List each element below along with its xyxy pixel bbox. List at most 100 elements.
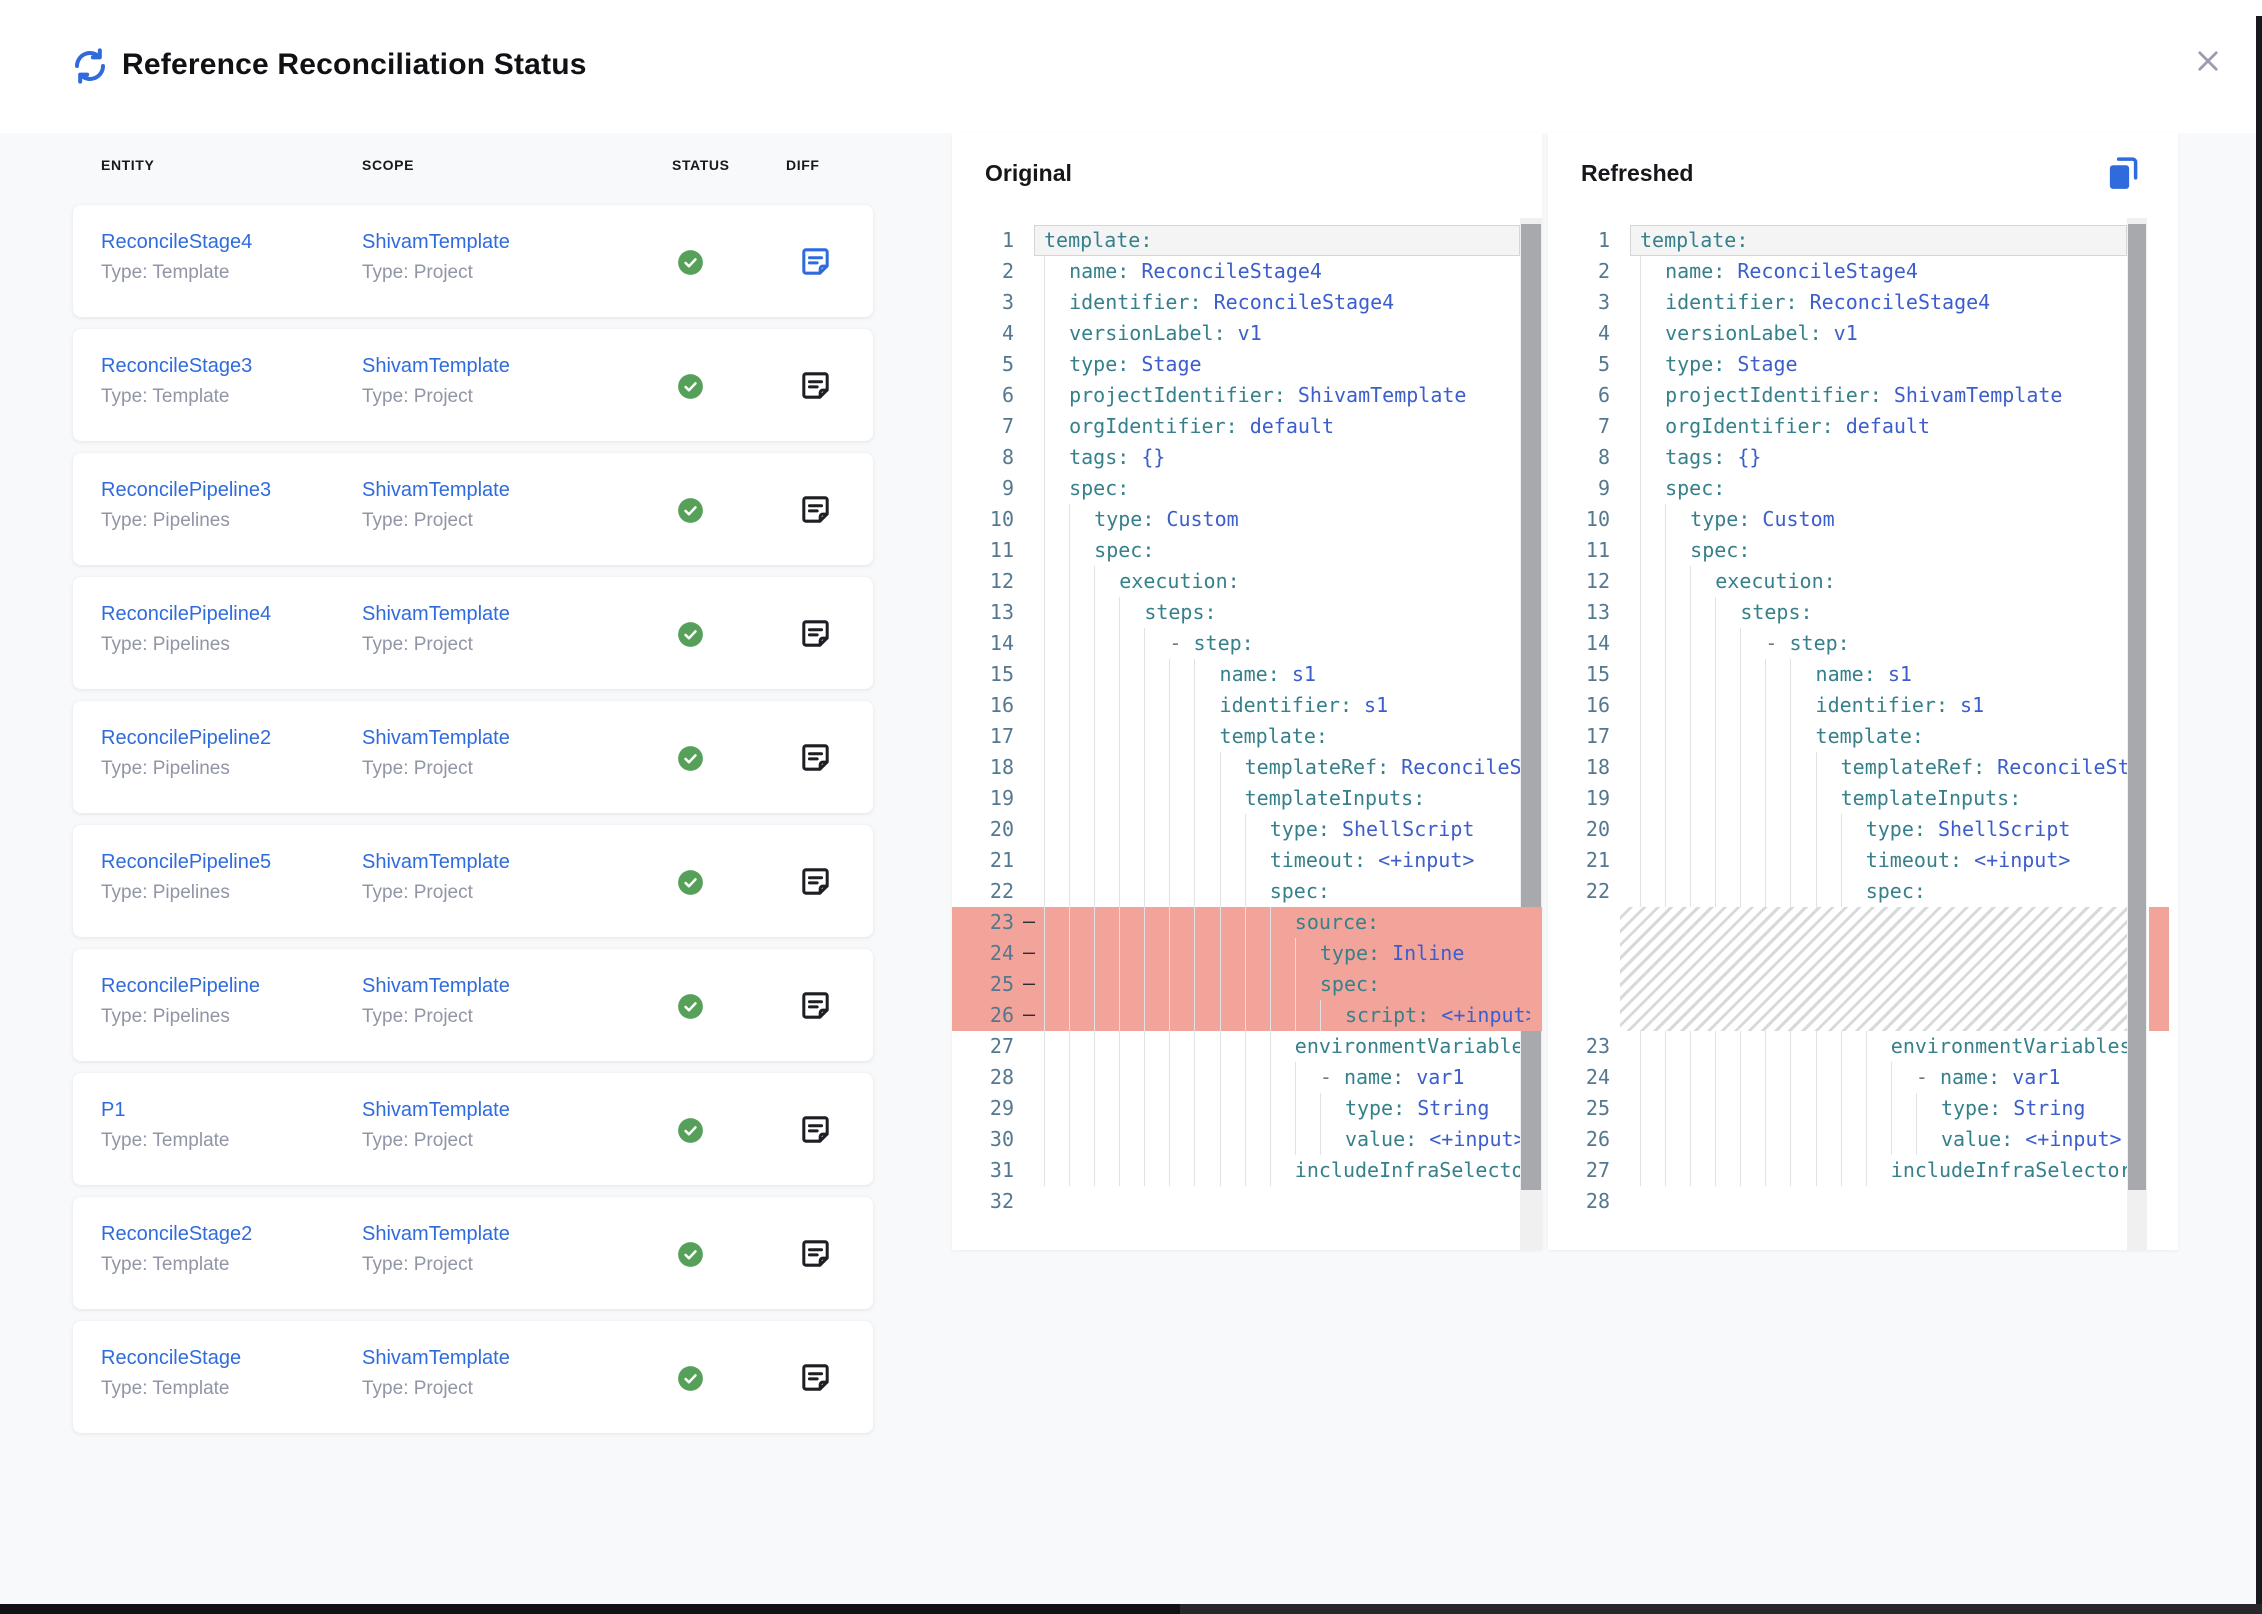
code-line: 9 spec:: [952, 473, 1542, 504]
code-line: 5 type: Stage: [952, 349, 1542, 380]
scope-type: Type: Project: [362, 1130, 473, 1151]
line-number: 20: [1585, 817, 1610, 841]
copy-button[interactable]: [2102, 153, 2144, 195]
diff-button[interactable]: [799, 493, 832, 526]
scope-type: Type: Project: [362, 882, 473, 903]
close-button[interactable]: [2180, 34, 2236, 90]
reconciliation-table: ReconcileStage4 Type: Template ShivamTem…: [73, 205, 873, 1445]
line-number: 22: [989, 879, 1014, 903]
line-number: 25: [1585, 1096, 1610, 1120]
diff-button[interactable]: [799, 1113, 832, 1146]
scope-link[interactable]: ShivamTemplate: [362, 727, 510, 749]
entity-link[interactable]: ReconcileStage: [101, 1347, 242, 1369]
table-row: ReconcilePipeline4 Type: Pipelines Shiva…: [73, 577, 873, 689]
entity-type: Type: Pipelines: [101, 634, 230, 655]
line-number: 15: [989, 662, 1014, 686]
scope-type: Type: Project: [362, 634, 473, 655]
line-number: 28: [989, 1065, 1014, 1089]
column-header-diff: DIFF: [786, 157, 820, 173]
code-line: 15 name: s1: [952, 659, 1542, 690]
entity-type: Type: Template: [101, 386, 230, 407]
copy-icon: [2102, 157, 2144, 198]
status-success-icon: [677, 1365, 704, 1392]
diff-button[interactable]: [799, 369, 832, 402]
diff-button[interactable]: [799, 865, 832, 898]
scope-link[interactable]: ShivamTemplate: [362, 231, 510, 253]
entity-link[interactable]: ReconcilePipeline2: [101, 727, 272, 749]
entity-link[interactable]: ReconcileStage4: [101, 231, 253, 253]
line-number: 13: [989, 600, 1014, 624]
entity-link[interactable]: ReconcileStage3: [101, 355, 253, 377]
table-row: ReconcileStage3 Type: Template ShivamTem…: [73, 329, 873, 441]
line-number: 10: [1585, 507, 1610, 531]
diff-button[interactable]: [799, 1361, 832, 1394]
line-number: 16: [989, 693, 1014, 717]
scrollbar-thumb[interactable]: [2128, 224, 2146, 1190]
scope-type: Type: Project: [362, 1006, 473, 1027]
diff-button[interactable]: [799, 989, 832, 1022]
scope-link[interactable]: ShivamTemplate: [362, 1223, 510, 1245]
close-icon: [2186, 50, 2230, 86]
line-number: 12: [1585, 569, 1610, 593]
line-number: 2: [1001, 259, 1014, 283]
diff-note-icon: [799, 1113, 832, 1146]
code-line: 23 environmentVariables:: [1548, 1031, 2178, 1062]
code-line: 28- name: var1: [952, 1062, 1542, 1093]
entity-link[interactable]: ReconcilePipeline3: [101, 479, 272, 501]
entity-link[interactable]: P1: [101, 1099, 126, 1121]
diff-note-icon: [799, 989, 832, 1022]
scrollbar[interactable]: [1520, 218, 1542, 1250]
diff-note-icon: [799, 617, 832, 650]
entity-type: Type: Pipelines: [101, 758, 230, 779]
diff-button[interactable]: [799, 245, 832, 278]
deleted-line-marker: –: [1022, 1002, 1035, 1026]
line-number: 17: [989, 724, 1014, 748]
diff-note-icon: [799, 865, 832, 898]
scope-link[interactable]: ShivamTemplate: [362, 851, 510, 873]
code-line: 31includeInfraSelectors:: [952, 1155, 1542, 1186]
diff-button[interactable]: [799, 617, 832, 650]
entity-link[interactable]: ReconcilePipeline4: [101, 603, 272, 625]
refreshed-panel: Refreshed 1 template: 2 name: ReconcileStag…: [1548, 133, 2178, 1250]
entity-link[interactable]: ReconcileStage2: [101, 1223, 253, 1245]
scope-link[interactable]: ShivamTemplate: [362, 975, 510, 997]
scope-link[interactable]: ShivamTemplate: [362, 603, 510, 625]
code-line: 6 projectIdentifier: ShivamTemplate: [952, 380, 1542, 411]
line-number: 16: [1585, 693, 1610, 717]
code-line: 7 orgIdentifier: default: [1548, 411, 2178, 442]
status-success-icon: [677, 621, 704, 648]
table-row: ReconcilePipeline2 Type: Pipelines Shiva…: [73, 701, 873, 813]
status-success-icon: [677, 497, 704, 524]
scope-link[interactable]: ShivamTemplate: [362, 479, 510, 501]
entity-type: Type: Template: [101, 1130, 230, 1151]
scope-link[interactable]: ShivamTemplate: [362, 355, 510, 377]
line-number: 12: [989, 569, 1014, 593]
refresh-icon: [70, 46, 110, 86]
code-line: 1 template:: [1548, 225, 2178, 256]
code-line-removed: 23– source:: [952, 907, 1542, 938]
code-line: 16 identifier: s1: [952, 690, 1542, 721]
diff-button[interactable]: [799, 1237, 832, 1270]
line-number: 24: [1585, 1065, 1610, 1089]
diff-button[interactable]: [799, 741, 832, 774]
code-line: 17 template:: [1548, 721, 2178, 752]
status-success-icon: [677, 249, 704, 276]
code-line: 3 identifier: ReconcileStage4: [1548, 287, 2178, 318]
code-line-removed: 26– script: <+input>: [952, 1000, 1542, 1031]
line-number: 5: [1597, 352, 1610, 376]
code-line: 8 tags: {}: [952, 442, 1542, 473]
line-number: 7: [1001, 414, 1014, 438]
scrollbar-thumb[interactable]: [1521, 224, 1541, 1190]
code-line: 5 type: Stage: [1548, 349, 2178, 380]
line-number: 8: [1001, 445, 1014, 469]
entity-link[interactable]: ReconcilePipeline: [101, 975, 260, 997]
entity-link[interactable]: ReconcilePipeline5: [101, 851, 272, 873]
scope-link[interactable]: ShivamTemplate: [362, 1347, 510, 1369]
scope-link[interactable]: ShivamTemplate: [362, 1099, 510, 1121]
deleted-line-marker: –: [1022, 909, 1035, 933]
entity-type: Type: Pipelines: [101, 1006, 230, 1027]
line-number: 21: [1585, 848, 1610, 872]
scrollbar[interactable]: [2127, 218, 2147, 1250]
